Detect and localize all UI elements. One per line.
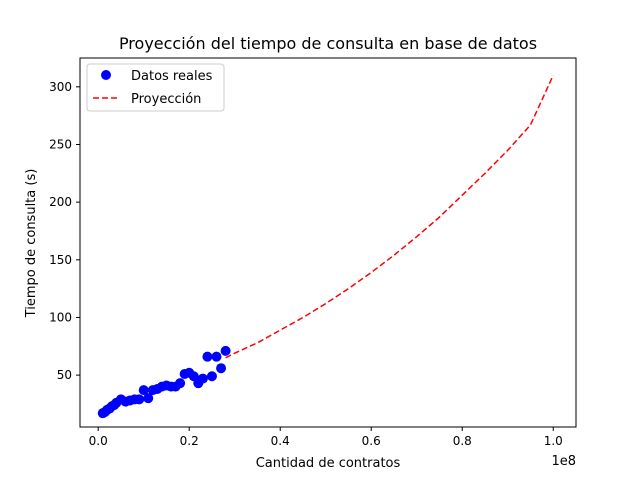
y-tick-label: 200 <box>49 195 72 209</box>
axes-frame <box>79 57 577 428</box>
chart-title: Proyección del tiempo de consulta en bas… <box>119 34 537 53</box>
data-point-datos-reales <box>216 363 227 374</box>
legend-label-proyeccion: Proyección <box>131 92 201 107</box>
x-axis: 0.0 0.2 0.4 0.6 0.8 1.0 <box>89 427 563 448</box>
x-tick-label: 0.2 <box>180 434 199 448</box>
x-tick-label: 0.8 <box>453 434 472 448</box>
x-tick-label: 0.0 <box>89 434 108 448</box>
legend-label-datos-reales: Datos reales <box>131 69 213 84</box>
data-point-datos-reales <box>143 393 154 404</box>
data-point-datos-reales <box>202 351 213 362</box>
plot-area: 0.0 0.2 0.4 0.6 0.8 1.0 50 100 150 200 250 300 <box>49 57 577 448</box>
series-layer <box>97 74 554 419</box>
data-point-datos-reales <box>134 394 145 405</box>
y-tick-label: 50 <box>57 368 72 382</box>
legend-marker-datos-reales <box>101 70 111 80</box>
series-line-proyeccion <box>225 74 554 359</box>
x-axis-label: Cantidad de contratos <box>256 456 401 471</box>
data-point-datos-reales <box>206 371 217 382</box>
x-axis-offset-label: 1e8 <box>551 454 576 469</box>
data-point-datos-reales <box>197 373 208 384</box>
x-tick-label: 1.0 <box>544 434 563 448</box>
data-point-datos-reales <box>175 378 186 389</box>
y-tick-label: 300 <box>49 80 72 94</box>
data-point-datos-reales <box>211 351 222 362</box>
x-tick-label: 0.6 <box>362 434 381 448</box>
y-tick-label: 100 <box>49 310 72 324</box>
y-axis-label: Tiempo de consulta (s) <box>24 169 39 319</box>
legend-box <box>86 63 225 112</box>
y-axis: 50 100 150 200 250 300 <box>49 80 80 382</box>
data-point-datos-reales <box>138 385 149 396</box>
y-tick-label: 250 <box>49 137 72 151</box>
x-tick-label: 0.4 <box>271 434 290 448</box>
y-tick-label: 150 <box>49 253 72 267</box>
legend: Datos reales Proyección <box>86 63 225 112</box>
data-point-datos-reales <box>220 345 231 356</box>
